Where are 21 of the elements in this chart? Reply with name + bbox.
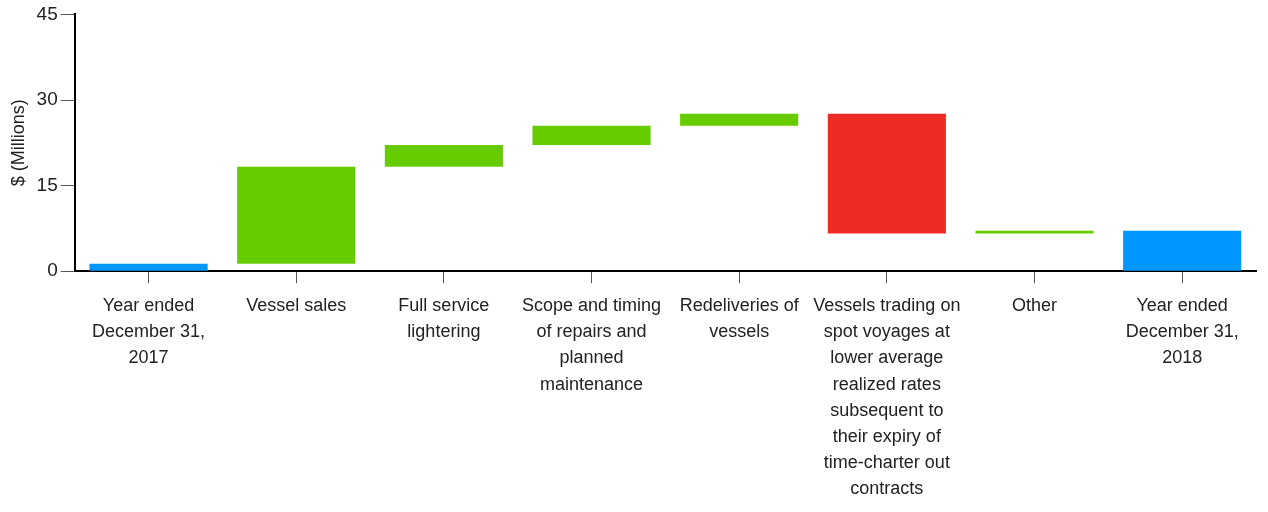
y-tick-label: 45	[36, 2, 58, 24]
bar	[532, 125, 651, 146]
bar	[1123, 230, 1242, 271]
bar	[384, 145, 503, 167]
y-tick-label: 15	[36, 173, 58, 195]
bar	[237, 166, 356, 264]
x-tick-label: Redeliveries of vessels	[679, 295, 800, 342]
bar	[827, 113, 946, 234]
bar	[89, 263, 208, 271]
y-axis-title: $ (Millions)	[7, 99, 28, 187]
x-tick-label: Vessel sales	[246, 295, 347, 316]
y-tick-label: 30	[36, 88, 58, 110]
x-tick-label: Year ended December 31, 2017	[92, 295, 206, 368]
x-tick-label: Year ended December 31, 2018	[1125, 295, 1239, 368]
bar	[975, 230, 1094, 234]
x-tick-label: Other	[1012, 295, 1058, 316]
y-tick-label: 0	[47, 259, 58, 281]
x-tick-label: Full service lightering	[398, 295, 490, 342]
x-tick-label: Vessels trading on spot voyages at lower average realized rates subsequent to their expiry of time-charter out contracts	[813, 295, 961, 498]
x-tick-label: Scope and timing of repairs and planned maintenance	[521, 295, 662, 394]
bar	[680, 113, 799, 126]
